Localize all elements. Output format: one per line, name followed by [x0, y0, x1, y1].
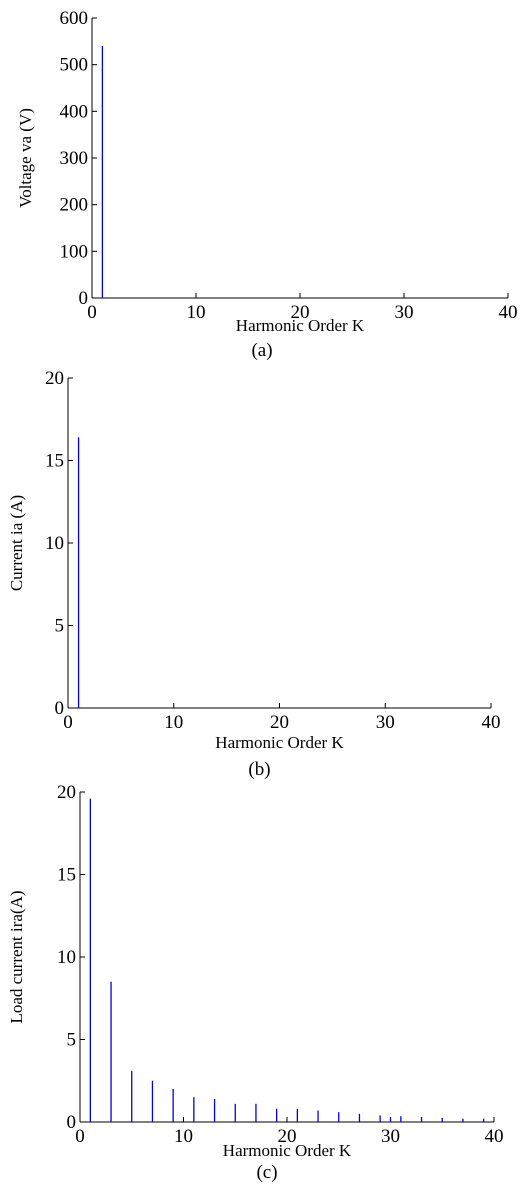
y-tick-label-a: 100 — [60, 241, 89, 262]
y-tick-label-b: 5 — [55, 616, 65, 637]
x-tick-label-c: 0 — [75, 1126, 85, 1147]
y-tick-label-b: 15 — [45, 451, 64, 472]
x-tick-label-b: 10 — [164, 712, 183, 733]
y-tick-label-a: 200 — [60, 195, 89, 216]
y-tick-label-b: 10 — [45, 533, 64, 554]
subfigure-caption-c: (c) — [256, 1162, 277, 1183]
y-tick-label-c: 15 — [57, 865, 76, 886]
x-tick-label-b: 20 — [270, 712, 289, 733]
y-axis-label-b: Current ia (A) — [7, 495, 26, 591]
subfigure-caption-a: (a) — [251, 340, 272, 361]
y-tick-label-a: 0 — [79, 288, 89, 309]
y-tick-label-c: 5 — [67, 1030, 77, 1051]
y-tick-label-a: 500 — [60, 55, 89, 76]
y-tick-label-c: 20 — [57, 782, 76, 803]
y-axis-label-a: Voltage va (V) — [16, 108, 35, 208]
x-tick-label-b: 40 — [482, 712, 501, 733]
x-tick-label-a: 20 — [291, 302, 310, 323]
x-axis-label-b: Harmonic Order K — [215, 733, 344, 752]
x-tick-label-c: 20 — [278, 1126, 297, 1147]
x-tick-label-c: 40 — [485, 1126, 504, 1147]
x-tick-label-c: 10 — [174, 1126, 193, 1147]
x-tick-label-b: 30 — [376, 712, 395, 733]
subfigure-caption-b: (b) — [248, 759, 270, 780]
y-axis-label-c: Load current ira(A) — [7, 890, 26, 1023]
y-tick-label-b: 20 — [45, 368, 64, 389]
x-tick-label-a: 40 — [499, 302, 518, 323]
y-tick-label-c: 0 — [67, 1112, 77, 1133]
x-tick-label-a: 0 — [87, 302, 97, 323]
x-tick-label-a: 10 — [187, 302, 206, 323]
y-tick-label-a: 400 — [60, 101, 89, 122]
y-tick-label-b: 0 — [55, 698, 65, 719]
x-tick-label-b: 0 — [63, 712, 73, 733]
y-tick-label-a: 600 — [60, 8, 89, 29]
y-tick-label-a: 300 — [60, 148, 89, 169]
x-tick-label-c: 30 — [381, 1126, 400, 1147]
x-axis-label-c: Harmonic Order K — [223, 1141, 352, 1160]
x-axis-label-a: Harmonic Order K — [236, 316, 365, 335]
y-tick-label-c: 10 — [57, 947, 76, 968]
x-tick-label-a: 30 — [395, 302, 414, 323]
